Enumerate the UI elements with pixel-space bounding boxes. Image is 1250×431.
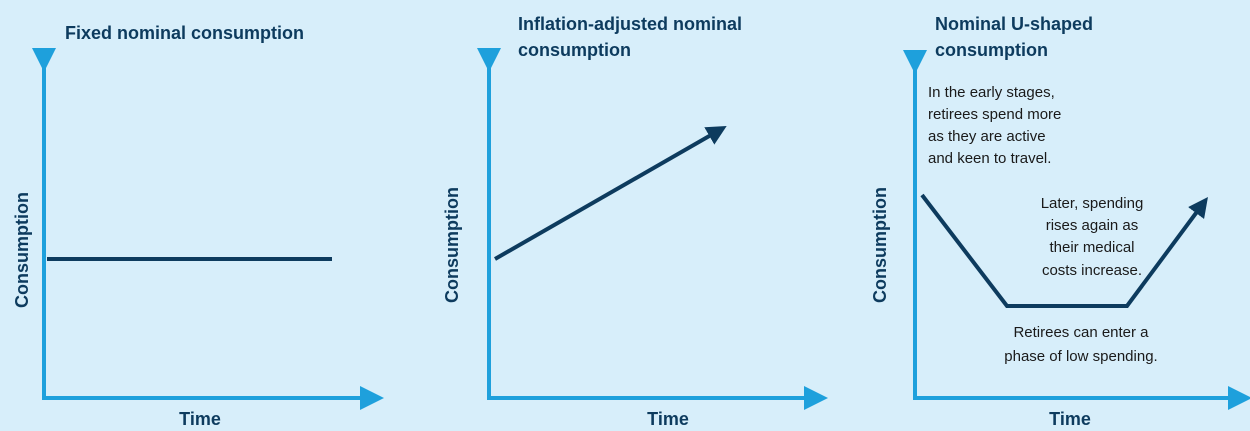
panel-title: Inflation-adjusted nominal: [518, 14, 742, 34]
annotation: retirees spend more: [928, 106, 1061, 123]
x-axis-label: Time: [647, 409, 689, 429]
panel: Nominal U-shaped consumption Consumption…: [870, 14, 1250, 429]
axes: [903, 50, 1250, 410]
y-axis-label: Consumption: [870, 187, 890, 303]
annotation: Later, spending: [1041, 195, 1144, 212]
panel-title: consumption: [935, 40, 1048, 60]
axes: [477, 48, 828, 410]
y-axis-label: Consumption: [12, 192, 32, 308]
annotation: phase of low spending.: [1004, 348, 1157, 365]
annotation: their medical: [1049, 239, 1134, 256]
panel-title: consumption: [518, 40, 631, 60]
rising-line: [494, 126, 727, 261]
annotation: rises again as: [1046, 217, 1139, 234]
x-axis-label: Time: [179, 409, 221, 429]
annotation: and keen to travel.: [928, 150, 1051, 167]
annotation: Retirees can enter a: [1013, 324, 1149, 341]
annotation: as they are active: [928, 128, 1046, 145]
annotation: costs increase.: [1042, 262, 1142, 279]
y-axis-label: Consumption: [442, 187, 462, 303]
panel: Fixed nominal consumption Consumption Ti…: [12, 23, 384, 429]
panel-title: Fixed nominal consumption: [65, 23, 304, 43]
panel: Inflation-adjusted nominal consumption C…: [442, 14, 828, 429]
u-curve: [920, 193, 1208, 308]
axes: [32, 48, 384, 410]
annotation: In the early stages,: [928, 84, 1055, 101]
x-axis-label: Time: [1049, 409, 1091, 429]
panel-title: Nominal U-shaped: [935, 14, 1093, 34]
